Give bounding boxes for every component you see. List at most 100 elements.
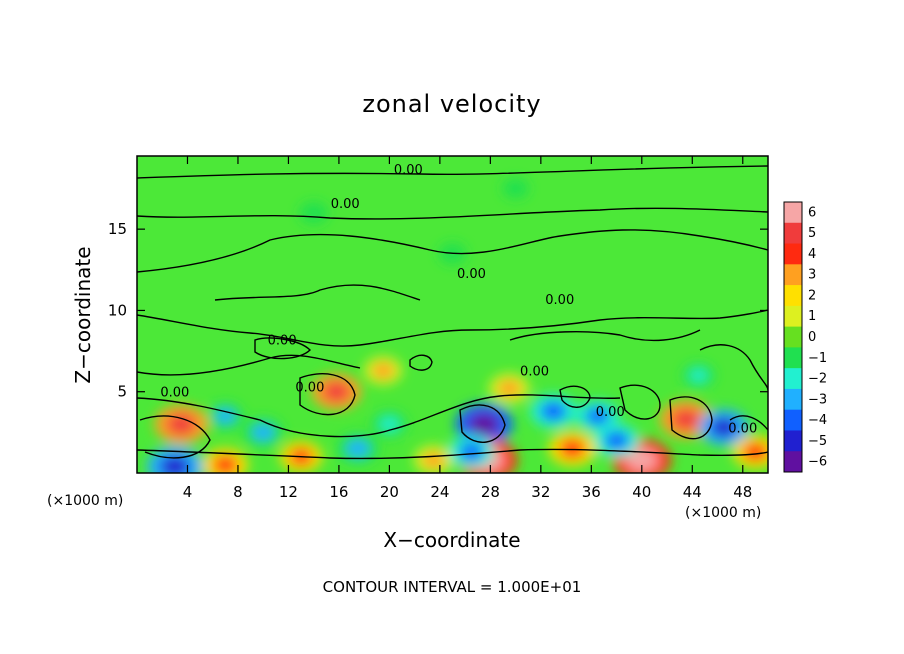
contour-label: 0.00 xyxy=(394,163,423,178)
colorbar-tick-label: −2 xyxy=(808,372,827,387)
contour-label: 0.00 xyxy=(331,197,360,212)
contour-line xyxy=(619,384,661,420)
x-tick-label: 48 xyxy=(733,483,752,501)
colorbar-tick-label: 2 xyxy=(808,288,816,303)
field-feature xyxy=(215,408,236,424)
field-feature xyxy=(625,448,658,472)
colorbar-segment xyxy=(784,222,802,245)
x-tick-label: 28 xyxy=(481,483,500,501)
field-feature xyxy=(540,401,567,421)
colorbar-segment xyxy=(784,243,802,265)
contour-line xyxy=(137,165,768,179)
contour-line xyxy=(299,373,356,416)
colorbar-segment xyxy=(784,451,802,473)
colorbar-segment xyxy=(784,264,802,286)
x-tick-label: 36 xyxy=(582,483,601,501)
contour-line xyxy=(137,394,621,438)
colorbar-tick-label: 4 xyxy=(808,247,816,262)
contour-line xyxy=(699,344,768,391)
chart-title: zonal velocity xyxy=(362,90,541,118)
contour-label: 0.00 xyxy=(457,267,486,282)
contour-labels: 0.00 0.00 0.00 0.00 0.00 0.00 0.00 0.00 0.00 0.00 xyxy=(160,163,757,436)
y-tick-label: 10 xyxy=(108,301,127,319)
colorbar-segment xyxy=(784,202,802,224)
plot-frame xyxy=(136,155,769,474)
colorbar-segment xyxy=(784,409,802,431)
colorbar-tick-label: 3 xyxy=(808,268,816,283)
x-axis-ticks: 4 8 12 16 20 24 28 32 36 40 44 48 xyxy=(183,156,752,501)
colorbar-segment xyxy=(784,347,802,369)
field-feature xyxy=(559,439,586,459)
contour-label: 0.00 xyxy=(520,364,549,379)
y-axis-ticks: 5 10 15 xyxy=(108,220,768,401)
field-feature xyxy=(671,408,701,430)
plot-area xyxy=(137,156,768,473)
contour-label: 0.00 xyxy=(295,381,324,396)
contour-label: 0.00 xyxy=(596,405,625,420)
field-feature xyxy=(742,442,768,462)
y-unit-label: (×1000 m) xyxy=(47,493,123,509)
x-unit-label: (×1000 m) xyxy=(685,505,761,521)
colorbar-tick-label: 6 xyxy=(808,205,816,220)
colorbar-tick-label: −3 xyxy=(808,392,827,407)
field-feature xyxy=(252,424,275,441)
colorbar-segment xyxy=(784,305,802,328)
contour-line xyxy=(409,354,433,371)
field-feature xyxy=(346,439,370,458)
field-blobs xyxy=(147,178,768,473)
x-tick-label: 32 xyxy=(531,483,550,501)
field-feature xyxy=(604,431,630,450)
colorbar-tick-label: −1 xyxy=(808,351,827,366)
field-feature xyxy=(710,417,738,438)
contour-line xyxy=(729,415,768,431)
contour-line xyxy=(214,284,421,301)
field-feature xyxy=(498,380,521,397)
field-feature xyxy=(508,182,523,195)
contour-line xyxy=(137,229,768,273)
x-tick-label: 8 xyxy=(233,483,243,501)
contour-line xyxy=(669,396,713,440)
colorbar-segment xyxy=(784,388,802,411)
x-tick-label: 40 xyxy=(632,483,651,501)
x-tick-label: 44 xyxy=(683,483,702,501)
contour-line xyxy=(459,404,506,443)
x-tick-label: 16 xyxy=(329,483,348,501)
field-feature xyxy=(372,362,394,379)
field-feature xyxy=(585,407,610,425)
colorbar-tick-label: 1 xyxy=(808,309,816,324)
y-tick-label: 15 xyxy=(108,220,127,238)
colorbar-segment xyxy=(784,285,802,307)
field-feature xyxy=(166,413,196,435)
contour-line xyxy=(254,337,311,360)
colorbar-frame xyxy=(783,201,803,473)
contour-line xyxy=(559,385,591,408)
colorbar-segment xyxy=(784,368,802,390)
field-feature xyxy=(422,451,445,469)
contour-label: 0.00 xyxy=(268,334,297,349)
y-tick-label: 5 xyxy=(117,383,127,401)
field-feature xyxy=(305,206,322,219)
y-axis-title: Z−coordinate xyxy=(71,246,95,383)
contour-line xyxy=(137,448,768,460)
colorbar-tick-label: −4 xyxy=(808,413,827,428)
field-feature xyxy=(322,381,350,402)
contour-line xyxy=(509,329,701,342)
contour-label: 0.00 xyxy=(160,386,189,401)
colorbar-tick-label: 5 xyxy=(808,226,816,241)
contour-line xyxy=(137,207,768,220)
contour-label: 0.00 xyxy=(545,293,574,308)
contour-line xyxy=(139,415,211,459)
field-feature xyxy=(458,442,484,462)
field-feature xyxy=(212,455,238,473)
colorbar-tick-label: −5 xyxy=(808,434,827,449)
x-tick-label: 24 xyxy=(430,483,449,501)
field-feature xyxy=(468,412,500,436)
x-tick-label: 12 xyxy=(279,483,298,501)
contour-label: 0.00 xyxy=(728,421,757,436)
field-feature xyxy=(689,368,708,383)
colorbar-segment xyxy=(784,326,802,348)
colorbar: 6 5 4 3 2 1 0 −1 −2 −3 −4 −5 −6 xyxy=(783,201,827,473)
colorbar-segment xyxy=(784,430,802,452)
field-feature xyxy=(379,416,400,432)
